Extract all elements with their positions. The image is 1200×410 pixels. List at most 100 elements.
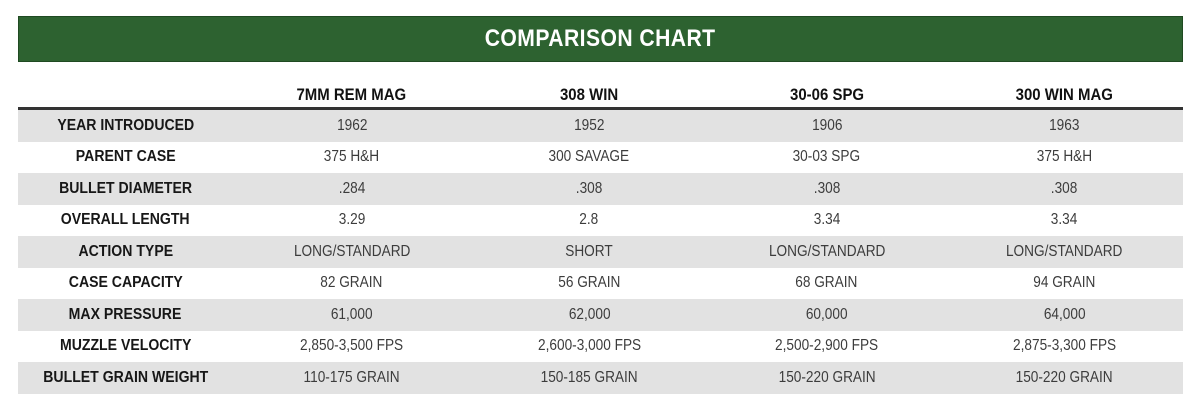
- cell-value: 150-185 GRAIN: [471, 369, 709, 387]
- cell-value: 3.34: [946, 211, 1184, 229]
- cell-value: 68 GRAIN: [708, 274, 946, 292]
- row-label-text: OVERALL LENGTH: [61, 211, 190, 229]
- cell-value-text: 30-03 SPG: [793, 148, 861, 166]
- cell-value-text: 2,850-3,500 FPS: [300, 337, 404, 355]
- table-row: CASE CAPACITY 82 GRAIN 56 GRAIN 68 GRAIN 94 …: [18, 268, 1183, 300]
- row-label-text: ACTION TYPE: [78, 242, 173, 260]
- cell-value-text: 2,600-3,000 FPS: [537, 337, 641, 355]
- row-label-text: PARENT CASE: [75, 148, 176, 166]
- table-row: MAX PRESSURE 61,000 62,000 60,000 64,000: [18, 299, 1183, 331]
- cell-value: 94 GRAIN: [946, 274, 1184, 292]
- cell-value-text: 94 GRAIN: [1033, 274, 1096, 292]
- chart-title-bar: COMPARISON CHART: [18, 16, 1183, 62]
- cell-value-text: 82 GRAIN: [320, 274, 383, 292]
- row-label: YEAR INTRODUCED: [18, 117, 233, 135]
- cell-value-text: 375 H&H: [1036, 148, 1092, 166]
- row-label: OVERALL LENGTH: [18, 211, 233, 229]
- row-label: ACTION TYPE: [18, 243, 233, 261]
- cell-value: 3.29: [233, 211, 471, 229]
- row-label: PARENT CASE: [18, 148, 233, 166]
- cell-value-text: 61,000: [330, 305, 373, 323]
- cell-value-text: 68 GRAIN: [795, 274, 858, 292]
- cell-value: .284: [233, 180, 471, 198]
- table-header-row: 7MM REM MAG 308 WIN 30-06 SPG 300 WIN MA…: [18, 82, 1183, 110]
- row-label-text: BULLET DIAMETER: [59, 179, 192, 197]
- cell-value-text: 62,000: [568, 305, 611, 323]
- cell-value: 300 SAVAGE: [471, 148, 709, 166]
- table-row: PARENT CASE 375 H&H 300 SAVAGE 30-03 SPG 375…: [18, 142, 1183, 174]
- cell-value: 56 GRAIN: [471, 274, 709, 292]
- cell-value: 150-220 GRAIN: [946, 369, 1184, 387]
- column-header-label: 300 WIN MAG: [1015, 84, 1113, 104]
- cell-value: 375 H&H: [946, 148, 1184, 166]
- cell-value: .308: [471, 180, 709, 198]
- chart-title: COMPARISON CHART: [485, 25, 716, 52]
- cell-value: 62,000: [471, 306, 709, 324]
- cell-value-text: 2,875-3,300 FPS: [1012, 337, 1116, 355]
- cell-value: 1906: [708, 117, 946, 135]
- cell-value: 150-220 GRAIN: [708, 369, 946, 387]
- cell-value: 30-03 SPG: [708, 148, 946, 166]
- cell-value-text: 60,000: [805, 305, 848, 323]
- cell-value-text: SHORT: [565, 242, 613, 260]
- cell-value: 1952: [471, 117, 709, 135]
- cell-value-text: 1952: [574, 116, 605, 134]
- cell-value-text: 150-185 GRAIN: [540, 368, 638, 386]
- cell-value-text: LONG/STANDARD: [768, 242, 885, 260]
- cell-value-text: 150-220 GRAIN: [778, 368, 876, 386]
- cell-value-text: 1962: [336, 116, 367, 134]
- cell-value: 1962: [233, 117, 471, 135]
- cell-value-text: 300 SAVAGE: [548, 148, 630, 166]
- table-row: OVERALL LENGTH 3.29 2.8 3.34 3.34: [18, 205, 1183, 237]
- table-body: YEAR INTRODUCED 1962 1952 1906 1963 PARENT CA…: [18, 110, 1183, 394]
- table-row: BULLET DIAMETER .284 .308 .308 .308: [18, 173, 1183, 205]
- row-label-text: CASE CAPACITY: [68, 274, 183, 292]
- cell-value: 2,875-3,300 FPS: [946, 337, 1184, 355]
- cell-value: 1963: [946, 117, 1184, 135]
- cell-value: 2,600-3,000 FPS: [471, 337, 709, 355]
- column-header-label: 30-06 SPG: [789, 84, 864, 104]
- cell-value-text: 3.34: [1050, 211, 1078, 229]
- cell-value-text: 3.34: [813, 211, 841, 229]
- cell-value: 2.8: [471, 211, 709, 229]
- cell-value-text: 2,500-2,900 FPS: [775, 337, 879, 355]
- cell-value-text: 150-220 GRAIN: [1015, 368, 1113, 386]
- table-row: YEAR INTRODUCED 1962 1952 1906 1963: [18, 110, 1183, 142]
- row-label-text: MUZZLE VELOCITY: [59, 337, 192, 355]
- cell-value-text: LONG/STANDARD: [293, 242, 410, 260]
- comparison-table: 7MM REM MAG 308 WIN 30-06 SPG 300 WIN MA…: [18, 82, 1183, 394]
- cell-value-text: 56 GRAIN: [558, 274, 621, 292]
- cell-value: 64,000: [946, 306, 1184, 324]
- column-header-label: 7MM REM MAG: [296, 84, 407, 104]
- column-header-label: 308 WIN: [560, 84, 619, 104]
- cell-value: LONG/STANDARD: [708, 243, 946, 261]
- cell-value: 375 H&H: [233, 148, 471, 166]
- row-label: BULLET DIAMETER: [18, 180, 233, 198]
- cell-value-text: 3.29: [338, 211, 366, 229]
- column-header-308-win: 308 WIN: [471, 85, 709, 105]
- row-label: MUZZLE VELOCITY: [18, 337, 233, 355]
- cell-value-text: 2.8: [579, 211, 599, 229]
- cell-value-text: 110-175 GRAIN: [303, 368, 400, 386]
- table-row: MUZZLE VELOCITY 2,850-3,500 FPS 2,600-3,00…: [18, 331, 1183, 363]
- cell-value-text: 1963: [1049, 116, 1080, 134]
- column-header-7mm-rem-mag: 7MM REM MAG: [233, 85, 471, 105]
- cell-value: 60,000: [708, 306, 946, 324]
- row-label-text: BULLET GRAIN WEIGHT: [42, 368, 209, 386]
- table-row: BULLET GRAIN WEIGHT 110-175 GRAIN 150-185 …: [18, 362, 1183, 394]
- cell-value-text: .308: [813, 179, 841, 197]
- row-label: BULLET GRAIN WEIGHT: [18, 369, 233, 387]
- cell-value: LONG/STANDARD: [946, 243, 1184, 261]
- row-label: CASE CAPACITY: [18, 274, 233, 292]
- cell-value: SHORT: [471, 243, 709, 261]
- cell-value: 2,500-2,900 FPS: [708, 337, 946, 355]
- cell-value-text: 1906: [811, 116, 842, 134]
- cell-value-text: .308: [575, 179, 603, 197]
- cell-value: .308: [708, 180, 946, 198]
- cell-value: .308: [946, 180, 1184, 198]
- cell-value: 3.34: [708, 211, 946, 229]
- cell-value-text: 375 H&H: [324, 148, 380, 166]
- row-label-text: YEAR INTRODUCED: [57, 116, 194, 134]
- cell-value: 2,850-3,500 FPS: [233, 337, 471, 355]
- table-row: ACTION TYPE LONG/STANDARD SHORT LONG/STANDA…: [18, 236, 1183, 268]
